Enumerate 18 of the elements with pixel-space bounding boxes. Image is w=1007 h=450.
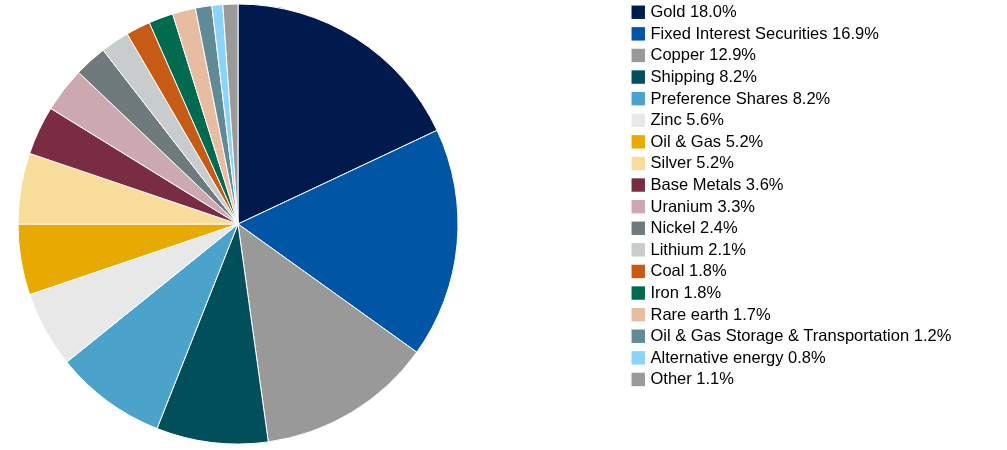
legend-label: Copper 12.9% bbox=[650, 45, 757, 64]
legend-label: Gold 18.0% bbox=[650, 2, 738, 21]
legend-label: Silver 5.2% bbox=[650, 153, 735, 172]
legend-label: Coal 1.8% bbox=[650, 261, 727, 280]
legend-label: Uranium 3.3% bbox=[650, 196, 756, 215]
legend-label: Zinc 5.6% bbox=[650, 110, 725, 129]
legend-label: Base Metals 3.6% bbox=[650, 175, 784, 194]
legend-label: Iron 1.8% bbox=[650, 283, 722, 302]
legend-label: Lithium 2.1% bbox=[650, 239, 747, 258]
legend-label: Other 1.1% bbox=[650, 369, 735, 388]
legend-label: Rare earth 1.7% bbox=[650, 304, 771, 323]
legend-label: Oil & Gas 5.2% bbox=[650, 131, 764, 150]
legend-label: Shipping 8.2% bbox=[650, 67, 758, 86]
legend-label: Nickel 2.4% bbox=[650, 218, 738, 237]
legend-label: Preference Shares 8.2% bbox=[650, 88, 831, 107]
legend-label: Alternative energy 0.8% bbox=[650, 347, 827, 366]
legend-label: Fixed Interest Securities 16.9% bbox=[650, 23, 880, 42]
legend-label: Oil & Gas Storage & Transportation 1.2% bbox=[650, 326, 952, 345]
